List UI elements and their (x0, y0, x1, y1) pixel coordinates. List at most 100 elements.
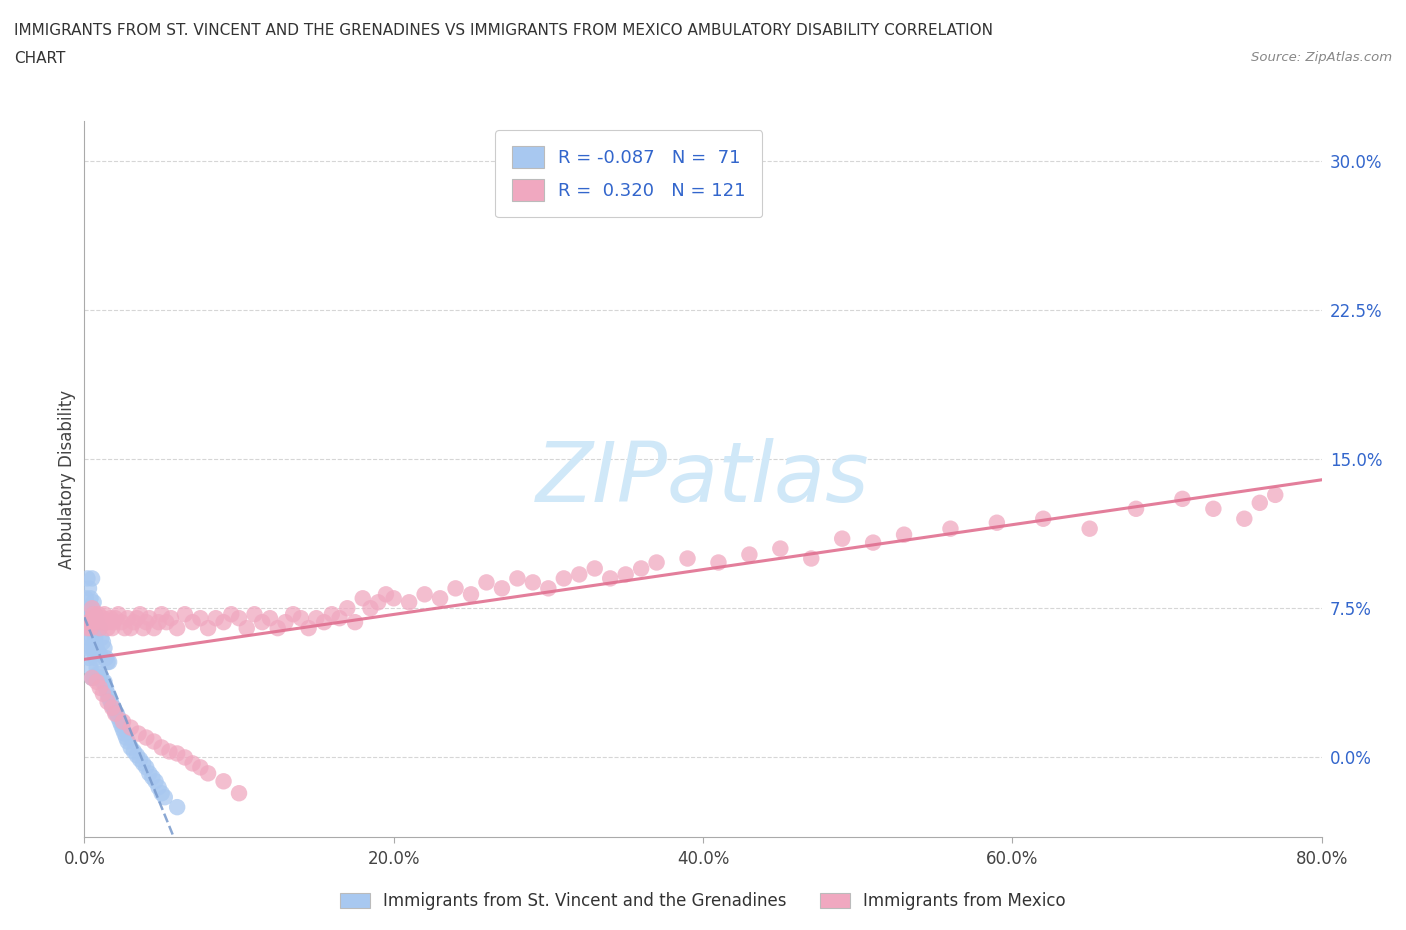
Point (125, 611, 148, 626)
Point (367, 595, 389, 610)
Point (243, 606, 266, 621)
Point (82, 671, 104, 685)
Point (91, 674, 114, 689)
Point (250, 615, 273, 630)
Point (1233, 512, 1256, 526)
Point (82, 641, 104, 656)
Point (583, 561, 606, 576)
Point (120, 740, 142, 755)
Point (228, 611, 250, 626)
Point (135, 760, 157, 775)
Point (82, 671, 104, 685)
Point (117, 611, 139, 626)
Point (135, 730, 157, 745)
Point (321, 606, 343, 621)
Point (281, 606, 305, 621)
Point (297, 620, 319, 635)
Point (77, 620, 100, 635)
Point (160, 611, 183, 626)
Point (212, 774, 235, 789)
Point (1249, 496, 1271, 511)
Point (84, 615, 107, 630)
Point (76, 571, 98, 586)
Point (135, 615, 157, 630)
Point (103, 615, 125, 630)
Point (429, 591, 451, 605)
Point (1078, 521, 1101, 536)
Point (328, 611, 352, 626)
Point (110, 718, 132, 733)
Point (148, 780, 170, 795)
Point (125, 748, 148, 763)
Point (568, 567, 591, 582)
Point (83, 641, 105, 656)
Text: CHART: CHART (14, 51, 66, 66)
Point (122, 744, 145, 759)
Point (413, 587, 436, 602)
Point (94, 615, 117, 630)
Point (117, 734, 139, 749)
Point (143, 734, 166, 749)
Point (83, 595, 105, 610)
Point (148, 615, 170, 630)
Point (91, 634, 114, 649)
Point (101, 700, 124, 715)
Point (89, 671, 111, 685)
Point (360, 601, 382, 616)
Point (89, 620, 111, 635)
Point (352, 591, 374, 605)
Point (82, 601, 104, 616)
Point (112, 723, 135, 737)
Point (86, 615, 108, 630)
Point (104, 611, 127, 626)
Point (108, 714, 131, 729)
Point (105, 706, 128, 721)
Point (129, 606, 152, 621)
Point (181, 615, 204, 630)
Point (645, 555, 668, 570)
Point (79, 591, 101, 605)
Point (82, 601, 104, 616)
Point (110, 615, 132, 630)
Point (84, 606, 107, 621)
Point (87, 606, 110, 621)
Point (150, 740, 173, 755)
Point (79, 631, 101, 645)
Point (738, 547, 761, 562)
Point (537, 581, 560, 596)
Point (174, 750, 197, 764)
Point (75, 591, 97, 605)
Point (122, 615, 145, 630)
Point (893, 527, 915, 542)
Point (91, 686, 114, 701)
Point (77, 601, 100, 616)
Point (100, 611, 122, 626)
Point (212, 615, 235, 630)
Point (475, 575, 498, 590)
Point (166, 746, 188, 761)
Point (166, 800, 188, 815)
Point (491, 581, 513, 596)
Point (138, 766, 160, 781)
Point (1032, 512, 1054, 526)
Point (82, 620, 104, 635)
Point (939, 521, 962, 536)
Point (82, 611, 104, 626)
Point (120, 720, 142, 735)
Point (235, 620, 259, 635)
Point (114, 620, 136, 635)
Point (129, 752, 152, 767)
Point (769, 541, 792, 556)
Text: ZIPatlas: ZIPatlas (536, 438, 870, 520)
Point (398, 595, 420, 610)
Point (141, 770, 163, 785)
Point (197, 620, 219, 635)
Point (91, 611, 114, 626)
Point (553, 571, 575, 586)
Point (98, 615, 121, 630)
Point (76, 620, 98, 635)
Point (90, 615, 112, 630)
Point (103, 700, 125, 715)
Point (77, 615, 100, 630)
Point (274, 615, 297, 630)
